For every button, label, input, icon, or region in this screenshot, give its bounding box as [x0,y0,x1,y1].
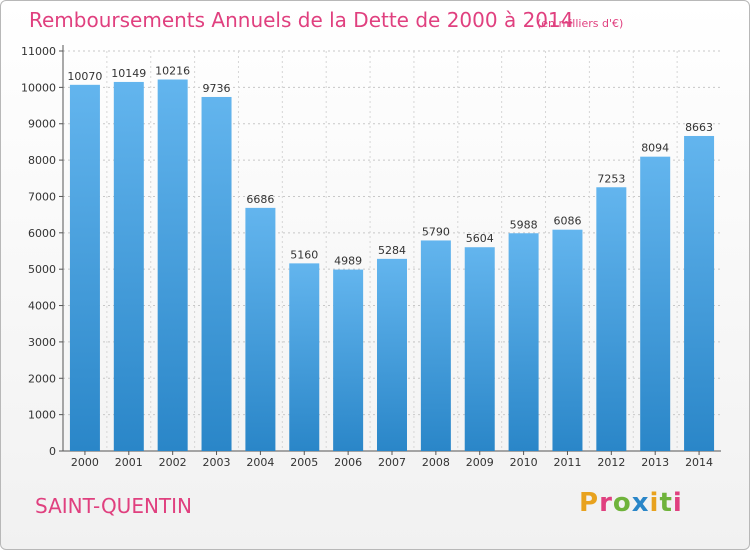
bar [377,258,407,451]
bar-value-label: 7253 [597,172,625,185]
bar [69,84,100,452]
bar [640,156,671,451]
bar [113,81,144,451]
bar [289,263,320,451]
bar-value-label: 10216 [155,65,190,78]
bar [552,229,583,451]
bar [464,247,495,451]
y-tick-label: 5000 [28,263,56,276]
axes: 0 1000 2000 3000 4000 5000 6000 7000 8000 9000 100… [21,45,721,469]
x-tick-label: 2008 [422,456,450,469]
logo-letter: o [612,488,632,518]
bar [245,207,276,451]
y-tick-label: 2000 [28,372,56,385]
bar-value-label: 5790 [422,225,450,238]
x-tick-label: 2012 [597,456,625,469]
logo-letter: P [579,488,600,518]
labels: 10070 10149 10216 9736 6686 5160 4989 5284 5790 5… [67,65,713,268]
bar-value-label: 8663 [685,121,713,134]
bar-value-label: 6686 [246,193,274,206]
bar-value-label: 6086 [553,215,581,228]
bar-value-label: 9736 [203,82,231,95]
bar-value-label: 10070 [67,70,102,83]
x-tick-label: 2007 [378,456,406,469]
bar [201,96,232,452]
bars [69,79,715,452]
bar [420,240,451,451]
x-tick-label: 2006 [334,456,362,469]
x-tick-label: 2000 [71,456,99,469]
x-tick-label: 2005 [290,456,318,469]
x-tick-label: 2002 [159,456,187,469]
x-tick-label: 2009 [466,456,494,469]
bar-value-label: 4989 [334,255,362,268]
bar-value-label: 8094 [641,142,669,155]
y-tick-label: 1000 [28,409,56,422]
bar [333,269,364,451]
x-tick-label: 2010 [510,456,538,469]
x-tick-label: 2003 [203,456,231,469]
logo-letter: t [659,488,673,518]
y-tick-label: 3000 [28,336,56,349]
bar-value-label: 5604 [466,232,494,245]
bar-value-label: 5160 [290,248,318,261]
logo-letter: i [649,488,660,518]
chart-title: Remboursements Annuels de la Dette de 20… [29,8,574,32]
chart-subtitle: (en milliers d'€) [537,17,624,30]
bar [596,187,627,451]
city-name: SAINT-QUENTIN [35,494,192,518]
y-tick-label: 4000 [28,300,56,313]
bar-value-label: 5284 [378,244,406,257]
logo-letter: i [672,488,683,518]
bar-value-label: 5988 [510,218,538,231]
x-tick-label: 2011 [553,456,581,469]
gridlines [63,50,721,451]
y-tick-label: 7000 [28,190,56,203]
logo-letter: r [599,488,613,518]
x-tick-label: 2004 [246,456,274,469]
y-tick-label: 0 [49,445,56,458]
logo-letter: x [631,488,650,518]
x-tick-label: 2014 [685,456,713,469]
proxiti-logo: Proxiti [579,488,683,518]
bar [157,79,188,451]
bar [508,233,539,451]
x-tick-label: 2013 [641,456,669,469]
y-tick-label: 9000 [28,118,56,131]
bar [684,135,715,451]
y-tick-label: 11000 [21,45,56,58]
y-tick-label: 6000 [28,227,56,240]
x-tick-label: 2001 [115,456,143,469]
y-tick-label: 8000 [28,154,56,167]
bar-value-label: 10149 [111,67,146,80]
y-tick-label: 10000 [21,81,56,94]
